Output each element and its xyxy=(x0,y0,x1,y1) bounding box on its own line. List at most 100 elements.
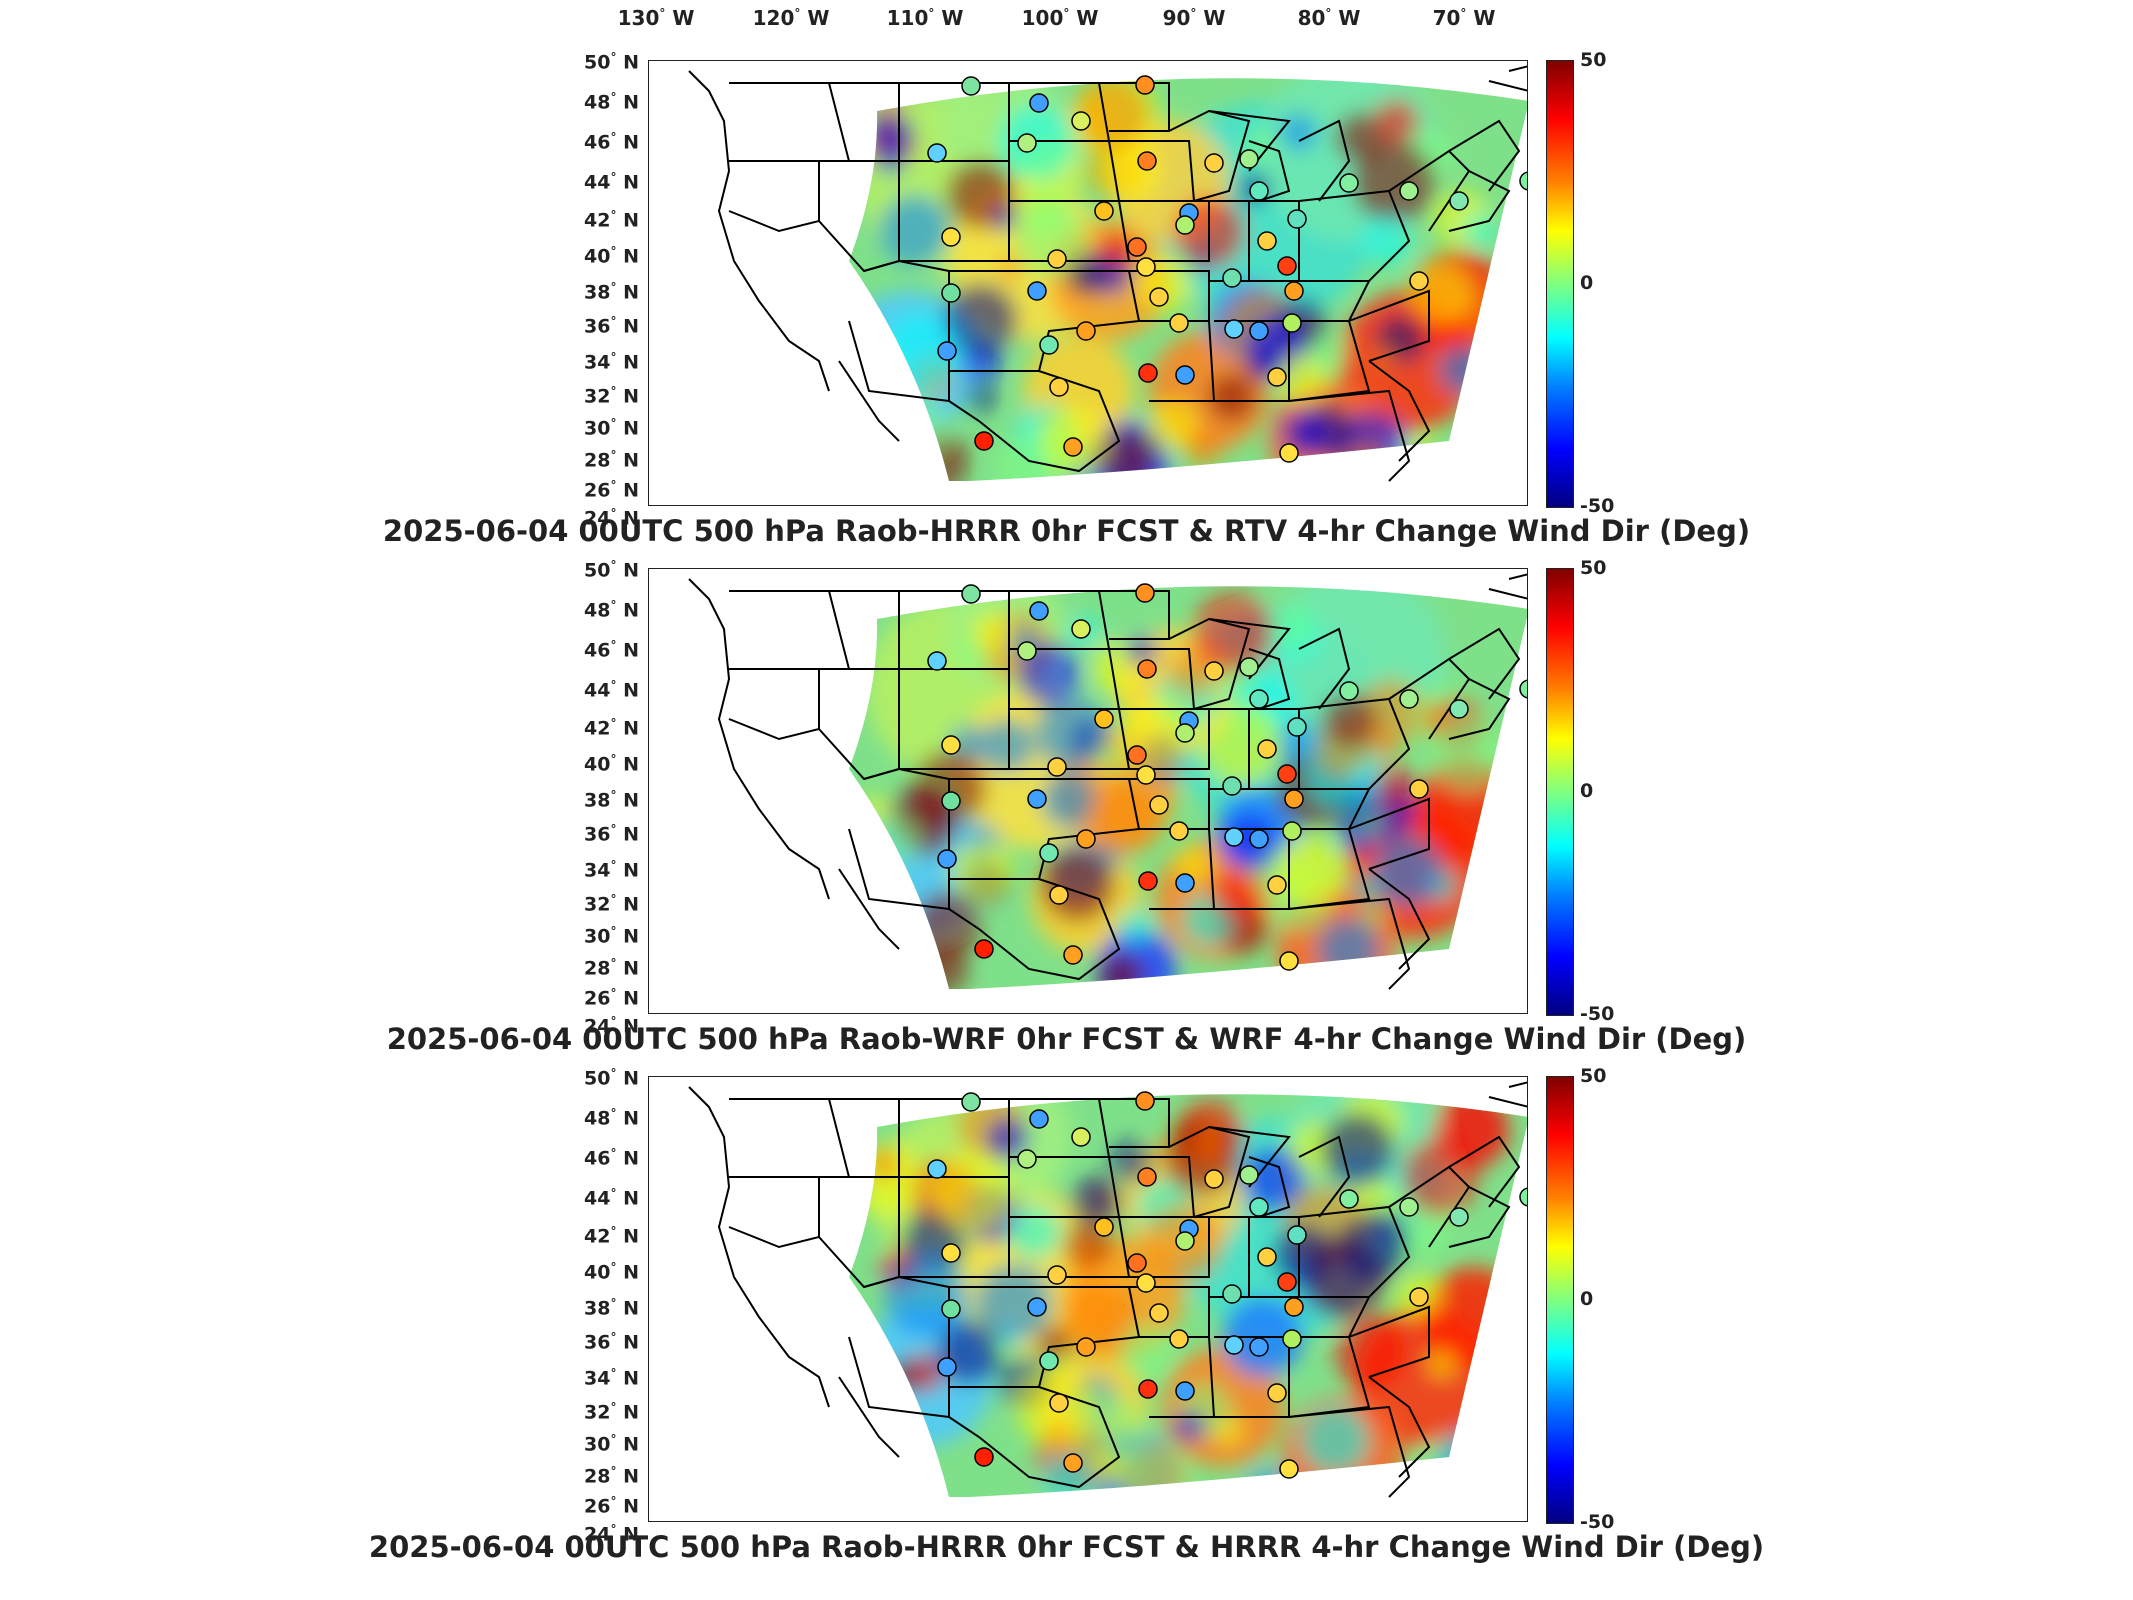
raob-station-marker xyxy=(1409,779,1429,799)
raob-station-marker xyxy=(1277,764,1297,784)
lat-label-46: 46° N xyxy=(584,1146,639,1170)
raob-station-marker xyxy=(1287,1225,1307,1245)
map-frame xyxy=(648,1076,1528,1522)
raob-station-marker xyxy=(1277,256,1297,276)
raob-station-marker xyxy=(1039,843,1059,863)
raob-station-marker xyxy=(1149,1303,1169,1323)
wind-change-field xyxy=(849,586,1527,989)
wind-change-field xyxy=(849,78,1527,481)
lat-label-44: 44° N xyxy=(584,170,639,194)
raob-station-marker xyxy=(1277,1272,1297,1292)
lat-label-38: 38° N xyxy=(584,788,639,812)
raob-station-marker xyxy=(1127,237,1147,257)
raob-station-marker xyxy=(1094,1217,1114,1237)
raob-station-marker xyxy=(1279,951,1299,971)
raob-station-marker xyxy=(1071,1127,1091,1147)
raob-station-marker xyxy=(1076,1337,1096,1357)
lon-label-70: 70° W xyxy=(1432,6,1496,30)
raob-station-marker xyxy=(1027,1297,1047,1317)
raob-station-marker xyxy=(1175,873,1195,893)
raob-station-marker xyxy=(1399,181,1419,201)
raob-station-marker xyxy=(1094,709,1114,729)
raob-station-marker xyxy=(1127,745,1147,765)
lat-label-34: 34° N xyxy=(584,858,639,882)
raob-station-marker xyxy=(1239,657,1259,677)
raob-station-marker xyxy=(1175,1381,1195,1401)
lon-label-110: 110° W xyxy=(886,6,964,30)
raob-station-marker xyxy=(1138,363,1158,383)
raob-station-marker xyxy=(941,791,961,811)
raob-station-marker xyxy=(1136,1273,1156,1293)
raob-station-marker xyxy=(1519,1187,1527,1207)
raob-station-marker xyxy=(1127,1253,1147,1273)
raob-station-marker xyxy=(1284,281,1304,301)
wind-change-field xyxy=(849,1094,1527,1497)
colorbar-label-min: -50 xyxy=(1580,1003,1615,1025)
raob-station-marker xyxy=(1249,1337,1269,1357)
raob-station-marker xyxy=(1076,321,1096,341)
lat-label-28: 28° N xyxy=(584,448,639,472)
lat-label-46: 46° N xyxy=(584,130,639,154)
raob-station-marker xyxy=(1017,641,1037,661)
lat-label-48: 48° N xyxy=(584,598,639,622)
panel-title: 2025-06-04 00UTC 500 hPa Raob-WRF 0hr FC… xyxy=(386,1022,1747,1056)
lat-label-26: 26° N xyxy=(584,1494,639,1518)
raob-station-marker xyxy=(941,1243,961,1263)
lat-label-48: 48° N xyxy=(584,1106,639,1130)
colorbar-label-min: -50 xyxy=(1580,495,1615,517)
raob-station-marker xyxy=(1399,1197,1419,1217)
raob-station-marker xyxy=(1029,93,1049,113)
colorbar-label-max: 50 xyxy=(1580,1065,1607,1087)
lon-label-80: 80° W xyxy=(1297,6,1361,30)
raob-station-marker xyxy=(1138,871,1158,891)
raob-station-marker xyxy=(937,1357,957,1377)
raob-station-marker xyxy=(941,227,961,247)
raob-station-marker xyxy=(1399,689,1419,709)
raob-station-marker xyxy=(1267,1383,1287,1403)
raob-station-marker xyxy=(1279,443,1299,463)
lat-label-26: 26° N xyxy=(584,986,639,1010)
raob-station-marker xyxy=(1284,1297,1304,1317)
raob-station-marker xyxy=(1071,619,1091,639)
raob-station-marker xyxy=(1282,313,1302,333)
colorbar-label-max: 50 xyxy=(1580,557,1607,579)
map-frame xyxy=(648,568,1528,1014)
lat-label-36: 36° N xyxy=(584,1330,639,1354)
raob-station-marker xyxy=(1063,437,1083,457)
raob-station-marker xyxy=(1169,821,1189,841)
raob-station-marker xyxy=(1136,765,1156,785)
lat-label-32: 32° N xyxy=(584,892,639,916)
raob-station-marker xyxy=(1224,827,1244,847)
raob-station-marker xyxy=(1138,1379,1158,1399)
colorbar-label-mid: 0 xyxy=(1580,1288,1594,1310)
raob-station-marker xyxy=(1287,209,1307,229)
raob-station-marker xyxy=(1257,231,1277,251)
lat-label-48: 48° N xyxy=(584,90,639,114)
raob-station-marker xyxy=(1204,661,1224,681)
raob-station-marker xyxy=(1449,1207,1469,1227)
lat-label-30: 30° N xyxy=(584,416,639,440)
raob-station-marker xyxy=(1287,717,1307,737)
raob-station-marker xyxy=(941,283,961,303)
raob-station-marker xyxy=(1175,215,1195,235)
lat-label-46: 46° N xyxy=(584,638,639,662)
raob-station-marker xyxy=(961,76,981,96)
raob-station-marker xyxy=(1449,191,1469,211)
lat-label-24: 24° N xyxy=(584,1014,639,1038)
raob-station-marker xyxy=(1249,181,1269,201)
raob-station-marker xyxy=(1175,723,1195,743)
raob-station-marker xyxy=(1071,111,1091,131)
raob-station-marker xyxy=(1224,1335,1244,1355)
lat-label-28: 28° N xyxy=(584,1464,639,1488)
raob-station-marker xyxy=(941,735,961,755)
raob-station-marker xyxy=(1409,1287,1429,1307)
raob-station-marker xyxy=(1017,133,1037,153)
lat-label-42: 42° N xyxy=(584,716,639,740)
raob-station-marker xyxy=(1175,1231,1195,1251)
raob-station-marker xyxy=(1039,335,1059,355)
raob-station-marker xyxy=(1222,268,1242,288)
raob-station-marker xyxy=(1047,249,1067,269)
lat-label-50: 50° N xyxy=(584,1066,639,1090)
panel-title: 2025-06-04 00UTC 500 hPa Raob-HRRR 0hr F… xyxy=(368,1530,1765,1564)
raob-station-marker xyxy=(1135,75,1155,95)
